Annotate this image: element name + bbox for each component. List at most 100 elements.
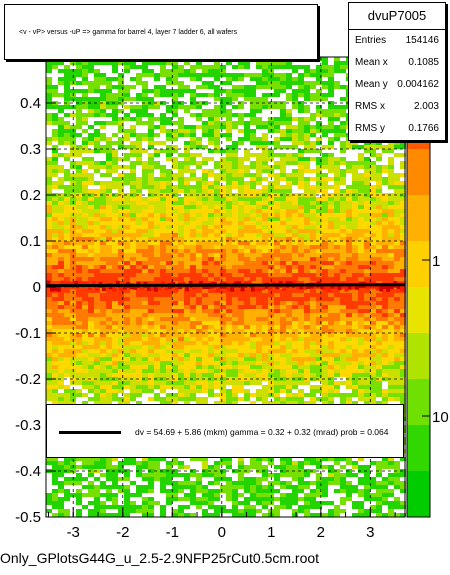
heatmap-cell — [298, 249, 304, 253]
heatmap-cell — [226, 237, 232, 241]
heatmap-cell — [88, 365, 94, 369]
heatmap-cell — [70, 197, 76, 201]
heatmap-cell — [64, 249, 70, 253]
heatmap-cell — [178, 141, 184, 145]
heatmap-cell — [154, 345, 160, 349]
heatmap-cell — [316, 57, 322, 61]
heatmap-cell — [244, 309, 250, 313]
heatmap-cell — [268, 317, 274, 321]
heatmap-cell — [100, 177, 106, 181]
heatmap-cell — [178, 97, 184, 101]
heatmap-cell — [304, 349, 310, 353]
heatmap-cell — [154, 137, 160, 141]
heatmap-cell — [202, 345, 208, 349]
heatmap-cell — [148, 333, 154, 337]
heatmap-cell — [106, 341, 112, 345]
heatmap-cell — [268, 77, 274, 81]
heatmap-cell — [274, 197, 280, 201]
heatmap-cell — [130, 253, 136, 257]
heatmap-cell — [136, 381, 142, 385]
heatmap-cell — [340, 69, 346, 73]
heatmap-cell — [262, 109, 268, 113]
heatmap-cell — [172, 241, 178, 245]
heatmap-cell — [82, 209, 88, 213]
heatmap-cell — [202, 165, 208, 169]
heatmap-cell — [340, 365, 346, 369]
heatmap-cell — [244, 185, 250, 189]
heatmap-cell — [304, 257, 310, 261]
heatmap-cell — [220, 73, 226, 77]
heatmap-cell — [130, 269, 136, 273]
heatmap-cell — [100, 325, 106, 329]
heatmap-cell — [196, 189, 202, 193]
heatmap-cell — [208, 353, 214, 357]
heatmap-cell — [370, 313, 376, 317]
heatmap-cell — [298, 213, 304, 217]
heatmap-cell — [232, 93, 238, 97]
heatmap-cell — [214, 297, 220, 301]
heatmap-cell — [52, 141, 58, 145]
heatmap-cell — [292, 77, 298, 81]
heatmap-cell — [394, 269, 400, 273]
heatmap-cell — [130, 225, 136, 229]
heatmap-cell — [382, 141, 388, 145]
heatmap-cell — [172, 209, 178, 213]
heatmap-cell — [208, 337, 214, 341]
heatmap-cell — [238, 113, 244, 117]
heatmap-cell — [148, 313, 154, 317]
heatmap-cell — [256, 341, 262, 345]
heatmap-cell — [262, 125, 268, 129]
heatmap-cell — [100, 381, 106, 385]
heatmap-cell — [100, 93, 106, 97]
heatmap-cell — [346, 253, 352, 257]
heatmap-cell — [280, 245, 286, 249]
heatmap-cell — [310, 225, 316, 229]
heatmap-cell — [358, 265, 364, 269]
heatmap-cell — [52, 201, 58, 205]
heatmap-cell — [88, 77, 94, 81]
heatmap-cell — [202, 329, 208, 333]
heatmap-cell — [382, 321, 388, 325]
heatmap-cell — [208, 81, 214, 85]
heatmap-cell — [220, 201, 226, 205]
heatmap-cell — [238, 305, 244, 309]
heatmap-cell — [352, 325, 358, 329]
heatmap-cell — [166, 253, 172, 257]
heatmap-cell — [310, 261, 316, 265]
heatmap-cell — [190, 293, 196, 297]
heatmap-cell — [280, 293, 286, 297]
heatmap-cell — [286, 225, 292, 229]
heatmap-cell — [118, 333, 124, 337]
heatmap-cell — [88, 237, 94, 241]
heatmap-cell — [46, 145, 52, 149]
heatmap-cell — [172, 181, 178, 185]
heatmap-cell — [118, 305, 124, 309]
heatmap-cell — [46, 65, 52, 69]
heatmap-cell — [334, 373, 340, 377]
heatmap-cell — [274, 297, 280, 301]
heatmap-cell — [322, 117, 328, 121]
heatmap-cell — [208, 69, 214, 73]
heatmap-cell — [226, 201, 232, 205]
heatmap-cell — [190, 261, 196, 265]
heatmap-cell — [376, 269, 382, 273]
heatmap-cell — [382, 369, 388, 373]
heatmap-cell — [130, 309, 136, 313]
heatmap-cell — [112, 389, 118, 393]
heatmap-cell — [196, 237, 202, 241]
heatmap-cell — [214, 109, 220, 113]
heatmap-cell — [394, 373, 400, 377]
heatmap-cell — [172, 173, 178, 177]
heatmap-cell — [328, 357, 334, 361]
heatmap-cell — [94, 373, 100, 377]
heatmap-cell — [82, 333, 88, 337]
heatmap-cell — [100, 117, 106, 121]
heatmap-cell — [142, 213, 148, 217]
heatmap-cell — [88, 353, 94, 357]
heatmap-cell — [178, 269, 184, 273]
heatmap-cell — [226, 301, 232, 305]
heatmap-cell — [298, 237, 304, 241]
heatmap-cell — [172, 189, 178, 193]
heatmap-cell — [280, 317, 286, 321]
heatmap-cell — [118, 237, 124, 241]
